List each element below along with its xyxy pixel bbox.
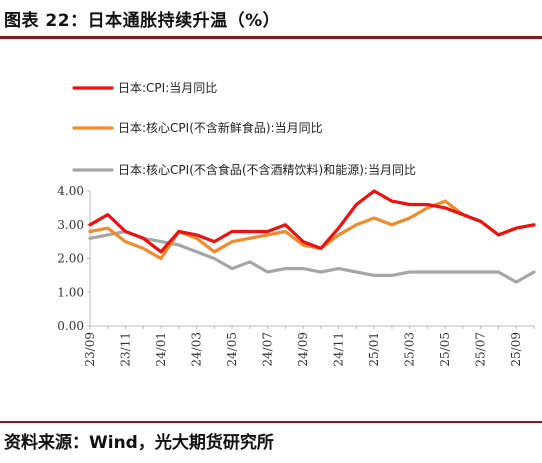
x-tick-label: 24/01 — [154, 332, 168, 367]
source-note: 资料来源：Wind，光大期货研究所 — [4, 433, 274, 453]
y-axis: 0.00 1.00 2.00 3.00 4.00 — [57, 184, 91, 333]
legend-label: 日本:核心CPI(不含食品(不含酒精饮料)和能源):当月同比 — [118, 162, 416, 177]
legend-label: 日本:核心CPI(不含新鲜食品):当月同比 — [118, 120, 323, 135]
x-tick-label: 25/05 — [438, 332, 452, 367]
x-tick-label: 25/07 — [474, 332, 488, 367]
x-tick-label: 23/11 — [119, 332, 133, 367]
series-line — [88, 189, 536, 254]
x-axis: 23/09 23/11 24/01 24/03 24/05 24/07 24/09 24/11… — [83, 325, 535, 367]
series-line — [88, 229, 536, 284]
bottom-divider — [0, 421, 542, 423]
x-tick-label: 25/01 — [367, 332, 381, 367]
x-tick-label: 24/11 — [332, 332, 346, 367]
page-title: 图表 22：日本通胀持续升温（%） — [4, 11, 281, 31]
x-tick-label: 25/09 — [509, 332, 523, 367]
y-tick-label: 3.00 — [57, 218, 84, 232]
y-tick-label: 2.00 — [57, 252, 84, 266]
top-divider — [0, 36, 542, 39]
x-tick-label: 24/05 — [225, 332, 239, 367]
y-tick-label: 4.00 — [57, 184, 84, 198]
y-tick-label: 1.00 — [57, 285, 84, 299]
y-tick-label: 0.00 — [57, 319, 84, 333]
legend-label: 日本:CPI:当月同比 — [118, 81, 217, 95]
plot-area — [88, 189, 536, 284]
x-tick-label: 24/07 — [261, 332, 275, 367]
x-tick-label: 25/03 — [403, 332, 417, 367]
x-tick-label: 24/03 — [190, 332, 204, 367]
x-tick-label: 23/09 — [83, 332, 97, 367]
legend: 日本:CPI:当月同比日本:核心CPI(不含新鲜食品):当月同比日本:核心CPI… — [72, 81, 416, 177]
x-tick-label: 24/09 — [296, 332, 310, 367]
